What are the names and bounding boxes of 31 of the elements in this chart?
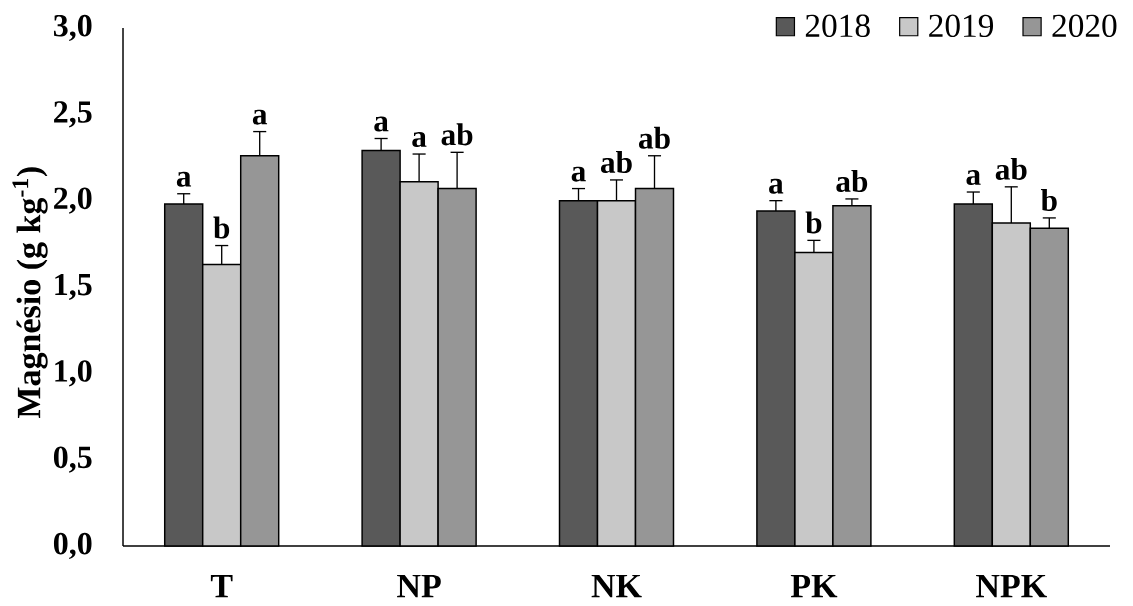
x-tick-label: NP <box>397 574 441 598</box>
data-label: ab <box>600 150 632 174</box>
y-tick-label: 0,0 <box>53 532 92 560</box>
data-label: a <box>966 170 981 186</box>
data-label: ab <box>995 157 1027 180</box>
y-tick-label: 0,5 <box>53 446 92 473</box>
x-tick-label: T <box>210 574 233 598</box>
data-label: a <box>374 116 389 132</box>
legend-label: 2018 <box>805 14 870 38</box>
legend-label: 2019 <box>929 14 994 38</box>
data-label: ab <box>836 169 868 192</box>
y-tick-label: 1,0 <box>55 360 92 387</box>
data-label: a <box>412 132 427 148</box>
y-tick-label: 2,5 <box>54 101 92 128</box>
x-tick-label: NK <box>591 574 642 598</box>
data-label: a <box>769 178 784 194</box>
y-axis-title: Magnésio (g kg$^{-1}$) <box>12 167 48 418</box>
y-tick-label: 1,5 <box>55 273 92 301</box>
x-tick-label: PK <box>790 574 838 598</box>
data-label: a <box>176 171 192 187</box>
data-label: ab <box>638 126 670 149</box>
data-label: a <box>571 166 586 182</box>
data-label: ab <box>441 123 473 146</box>
data-label: a <box>252 109 268 125</box>
y-tick-label: 3,0 <box>53 14 92 42</box>
y-tick-label: 2,0 <box>54 187 92 214</box>
x-tick-label: NPK <box>976 574 1047 598</box>
data-label: b <box>213 216 230 239</box>
data-label: b <box>805 211 822 234</box>
data-label: b <box>1040 188 1057 211</box>
legend-label: 2020 <box>1052 14 1117 38</box>
